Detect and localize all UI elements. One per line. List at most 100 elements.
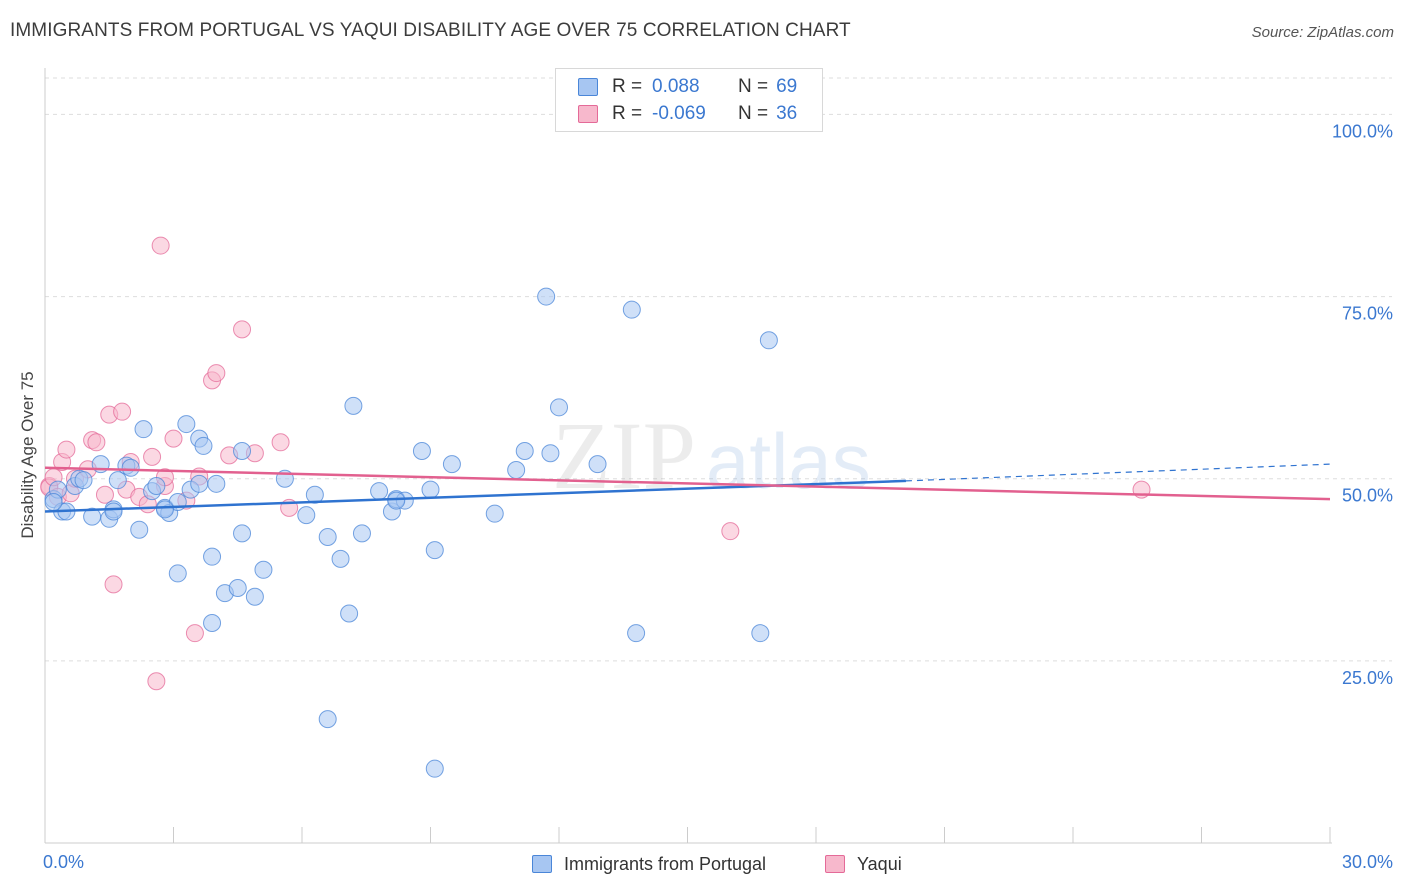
portugal-point (507, 460, 526, 479)
portugal-point (203, 547, 222, 566)
portugal-point (207, 474, 226, 493)
portugal-point (121, 458, 140, 477)
yaqui-point (143, 447, 162, 466)
yaqui-point (207, 364, 226, 383)
portugal-point (228, 579, 247, 597)
yaqui-point (721, 522, 740, 541)
portugal-point (412, 442, 431, 461)
y-tick-label: 75.0% (1342, 304, 1393, 324)
portugal-point (442, 455, 461, 474)
yaqui-point (57, 440, 76, 459)
legend-r-label: R = (612, 103, 643, 124)
legend-n-label: N = (738, 103, 769, 124)
bottom-legend-label-yaqui: Yaqui (857, 853, 902, 874)
legend-r-value: -0.069 (652, 103, 706, 124)
portugal-point (759, 331, 778, 350)
portugal-point (44, 493, 63, 512)
portugal-point (370, 482, 389, 501)
x-tick-label-min: 0.0% (43, 852, 85, 872)
portugal-point (331, 549, 350, 568)
yaqui-point (95, 485, 114, 504)
axes (44, 68, 1332, 844)
bottom-legend-yaqui: Yaqui (825, 852, 902, 876)
portugal-point (104, 502, 123, 521)
y-tick-label: 50.0% (1342, 486, 1393, 506)
portugal-point (627, 624, 646, 643)
bottom-legend-label-portugal: Immigrants from Portugal (564, 853, 767, 874)
bottom-legend-swatch-portugal (532, 855, 552, 873)
legend-swatch-yaqui (578, 105, 598, 123)
yaqui-point (87, 433, 106, 452)
legend-row-yaqui: R = -0.069 N = 36 (578, 102, 797, 126)
portugal-point (233, 524, 252, 543)
portugal-point (190, 474, 209, 493)
source-attribution: Source: ZipAtlas.com (1252, 24, 1394, 41)
yaqui-point (151, 236, 170, 255)
bottom-legend-portugal: Immigrants from Portugal (532, 852, 766, 876)
portugal-point (254, 560, 273, 579)
portugal-point (318, 710, 337, 729)
y-tick-label: 25.0% (1342, 668, 1393, 688)
portugal-point (318, 528, 337, 546)
portugal-point (387, 491, 406, 510)
yaqui-point (164, 429, 183, 448)
portugal-point (203, 613, 222, 632)
yaqui-point (233, 320, 252, 339)
yaqui-point (271, 433, 290, 452)
portugal-point (177, 415, 196, 434)
portugal-point (297, 506, 316, 525)
y-tick-label: 100.0% (1332, 121, 1393, 141)
portugal-point (74, 471, 93, 490)
x-tick-label-max: 30.0% (1341, 852, 1393, 872)
legend-n-value: 69 (776, 76, 798, 97)
portugal-point (622, 300, 641, 319)
source-value: ZipAtlas.com (1307, 24, 1394, 41)
portugal-point (305, 485, 324, 504)
portugal-point (515, 442, 534, 461)
portugal-point (425, 541, 444, 560)
yaqui-point (147, 672, 166, 691)
legend-swatch-portugal (578, 78, 598, 96)
legend-r-value: 0.088 (652, 76, 700, 97)
yaqui-point (185, 624, 204, 643)
portugal-point (245, 587, 264, 606)
portugal-point (108, 471, 127, 490)
portugal-trend-extension (905, 463, 1331, 482)
portugal-point (541, 444, 560, 463)
gridlines (45, 77, 1392, 662)
watermark-atlas: atlas (706, 417, 871, 505)
legend-row-portugal: R = 0.088 N = 69 (578, 75, 797, 99)
portugal-point (130, 520, 149, 539)
y-axis-label: Disability Age Over 75 (18, 371, 37, 539)
portugal-point (550, 398, 568, 417)
portugal-point (168, 564, 187, 583)
portugal-point (344, 396, 363, 415)
bottom-legend-swatch-yaqui (825, 855, 845, 873)
portugal-point (537, 287, 556, 306)
portugal-point (588, 455, 607, 474)
yaqui-point (104, 575, 123, 594)
yaqui-point (113, 402, 132, 421)
y-tick-labels: 25.0% 50.0% 75.0% 100.0% (1332, 121, 1393, 687)
portugal-point (352, 524, 371, 543)
portugal-point (233, 442, 252, 461)
source-label: Source: (1251, 24, 1304, 41)
legend-r-label: R = (612, 76, 643, 97)
legend-n-value: 36 (776, 103, 798, 124)
portugal-point (485, 504, 504, 523)
portugal-point (155, 500, 174, 519)
portugal-point (751, 624, 770, 643)
legend-box: R = 0.088 N = 69 R = -0.069 N = 36 (555, 68, 823, 132)
portugal-point (425, 759, 444, 778)
portugal-point (340, 604, 359, 623)
chart-title: IMMIGRANTS FROM PORTUGAL VS YAQUI DISABI… (10, 20, 851, 41)
trend-lines (44, 463, 1331, 513)
portugal-point (421, 480, 440, 499)
yaqui-trend-line (44, 466, 1331, 501)
portugal-points (44, 287, 778, 778)
legend-n-label: N = (738, 76, 769, 97)
portugal-point (134, 420, 153, 439)
portugal-point (147, 477, 166, 495)
portugal-point (194, 436, 213, 455)
